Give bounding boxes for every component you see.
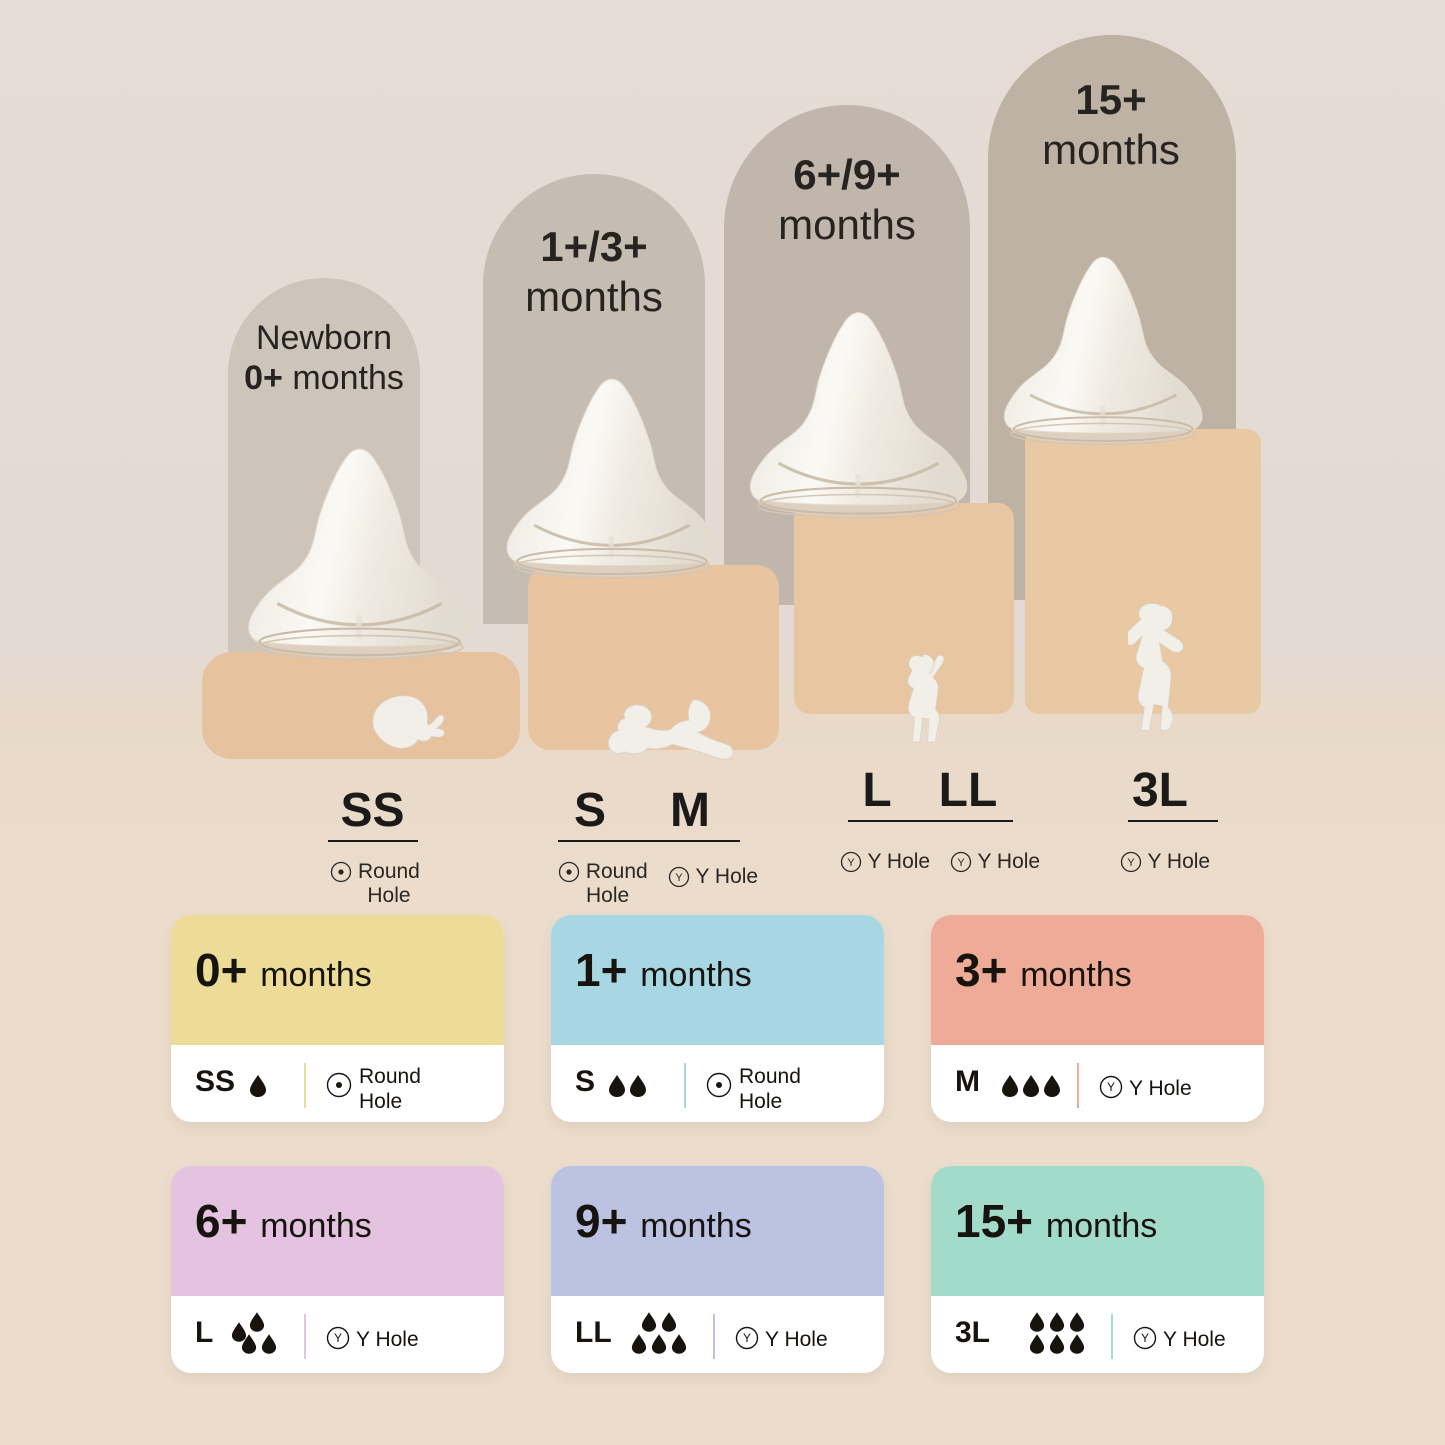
svg-text:Y: Y [957,857,965,869]
svg-text:Y: Y [334,1331,342,1345]
svg-text:Y: Y [1127,857,1135,869]
svg-text:Y: Y [1107,1080,1115,1094]
svg-text:Y: Y [675,872,683,884]
svg-text:Y: Y [847,857,855,869]
svg-text:Y: Y [1141,1331,1149,1345]
svg-text:Y: Y [743,1331,751,1345]
